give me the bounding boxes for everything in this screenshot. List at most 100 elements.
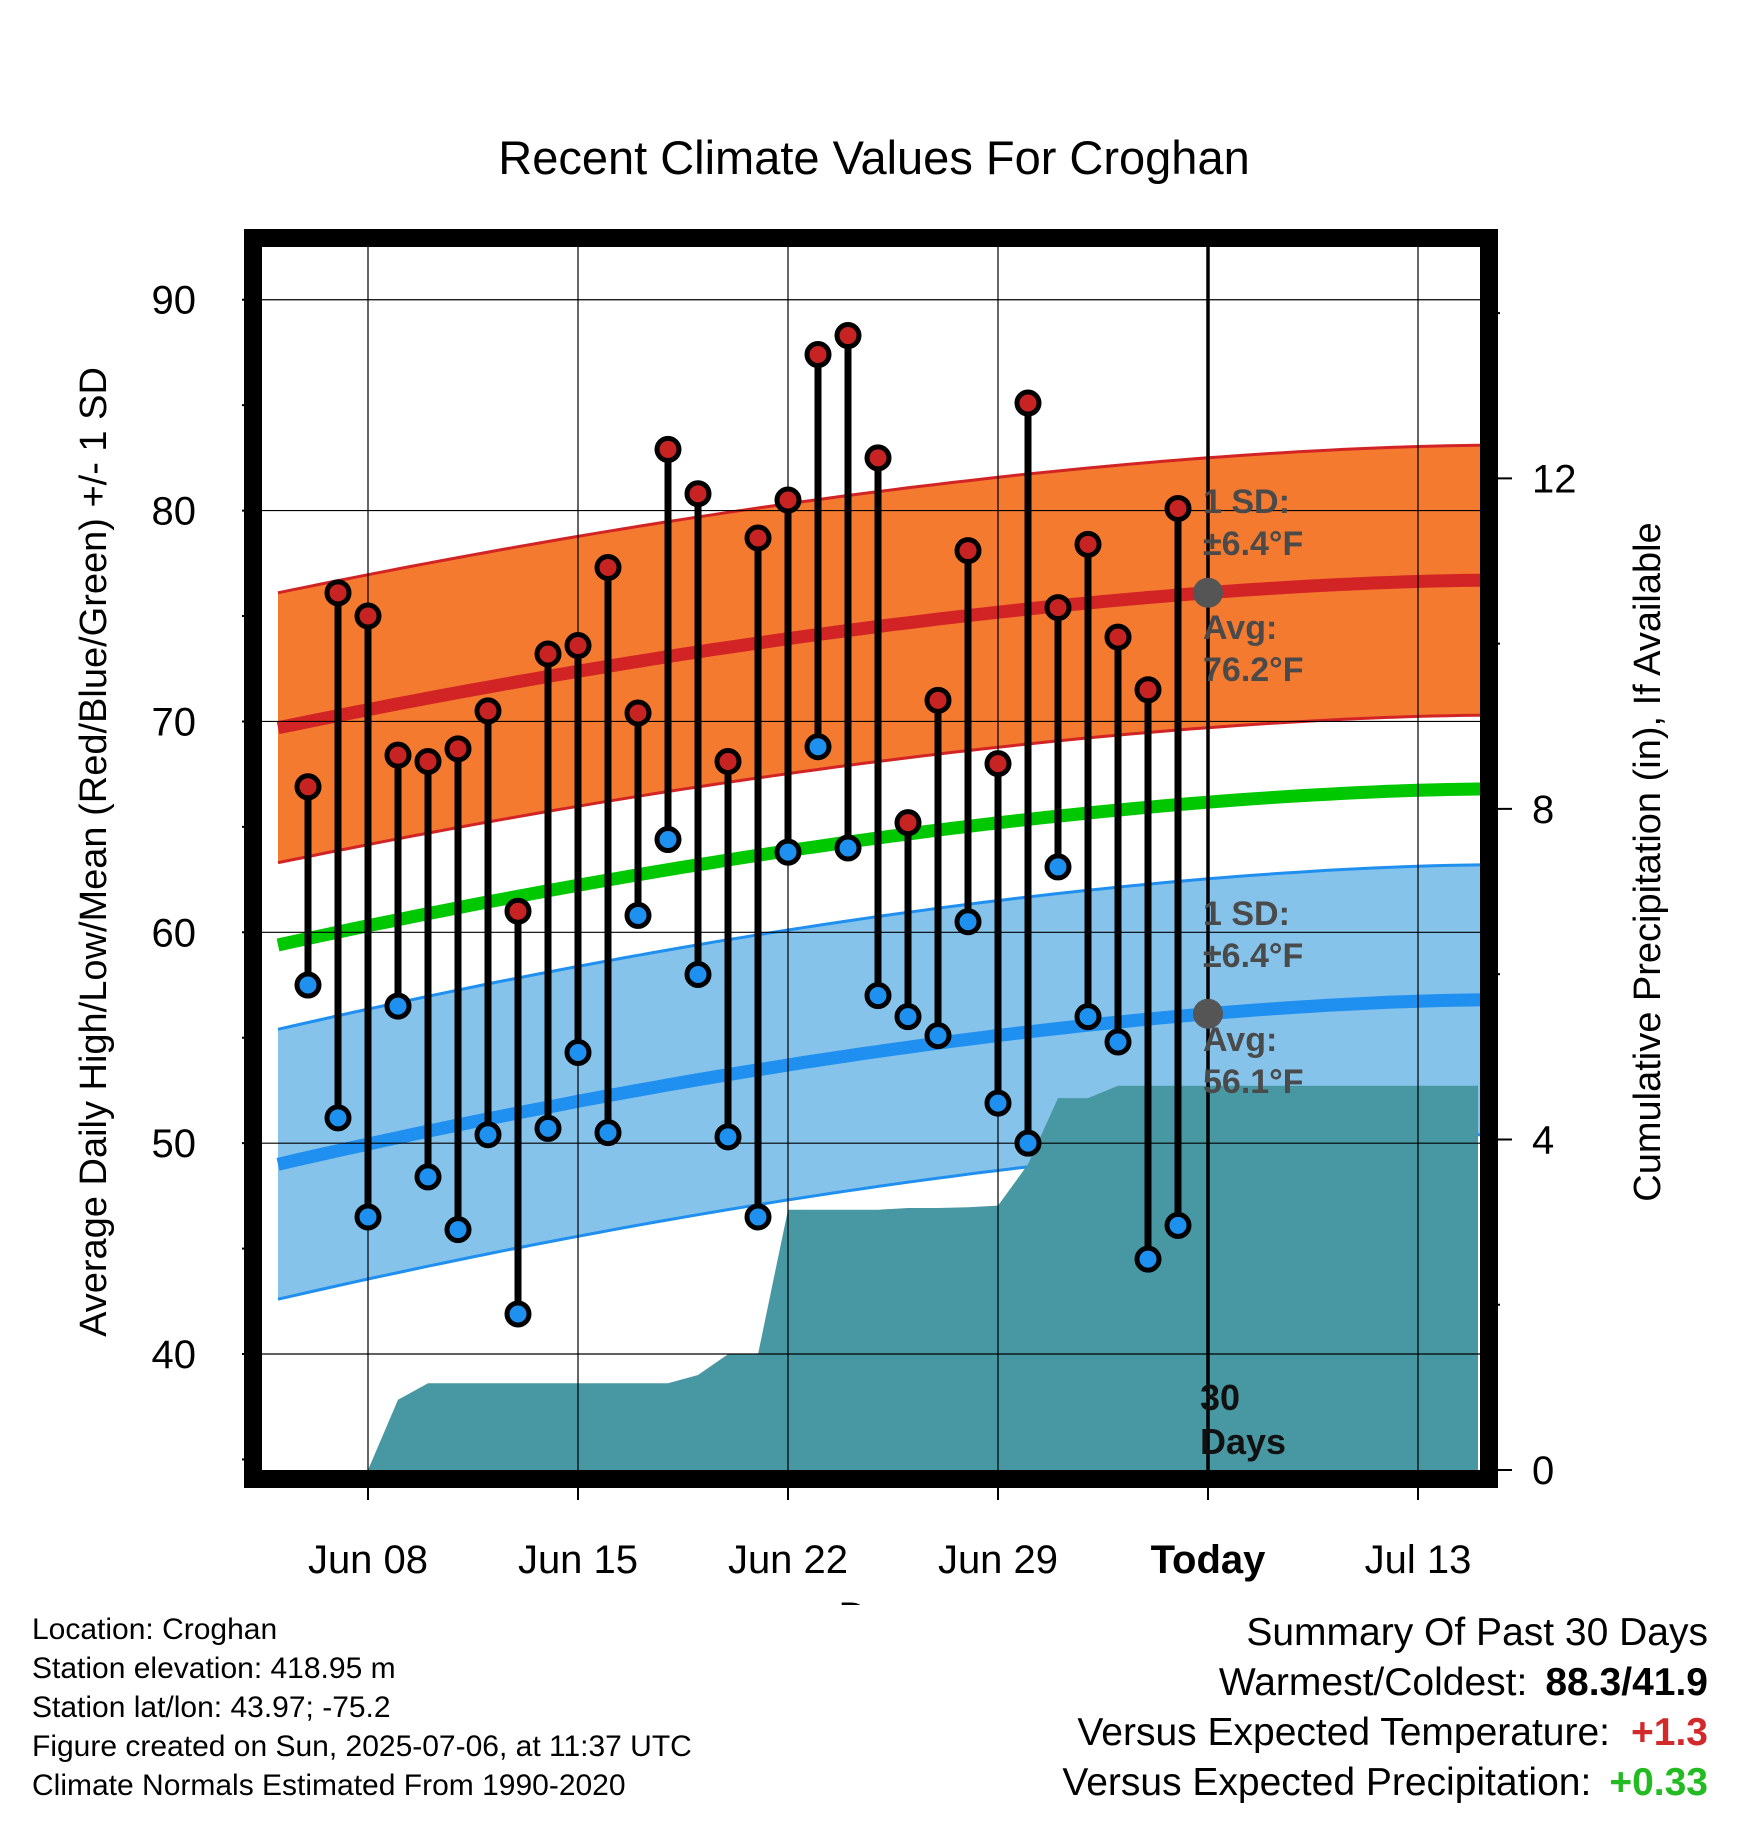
daily-low-point (654, 826, 682, 854)
y-tick-label-right: 0 (1532, 1449, 1554, 1493)
high-avg-label: Avg: (1203, 609, 1277, 647)
daily-high-point (1014, 389, 1042, 417)
days-word: Days (1200, 1421, 1286, 1462)
daily-high-point (924, 686, 952, 714)
created-text: Figure created on Sun, 2025-07-06, at 11… (32, 1730, 692, 1763)
daily-low-point (564, 1038, 592, 1066)
daily-high-point (1104, 623, 1132, 651)
x-tick-label: Jul 13 (1365, 1538, 1472, 1582)
daily-low-point (534, 1114, 562, 1142)
daily-low-point (834, 834, 862, 862)
daily-low-point (354, 1203, 382, 1231)
high-sd-lower-edge (277, 713, 1494, 865)
daily-high-point (1134, 676, 1162, 704)
daily-low-point (384, 992, 412, 1020)
daily-low-point (894, 1003, 922, 1031)
daily-high-point (414, 748, 442, 776)
summary-panel: Summary Of Past 30 Days Warmest/Coldest:… (1062, 1608, 1708, 1808)
y-tick-label-left: 60 (152, 911, 197, 955)
daily-high-point (804, 341, 832, 369)
daily-low-point (1104, 1028, 1132, 1056)
daily-low-point (624, 901, 652, 929)
x-tick-label: Jun 15 (518, 1538, 638, 1582)
x-tick-label: Today (1151, 1538, 1267, 1582)
precip-area (368, 1085, 1478, 1470)
daily-high-point (954, 537, 982, 565)
low-sd-label: 1 SD: (1203, 895, 1290, 933)
y-tick-label-left: 40 (152, 1333, 197, 1377)
daily-low-point (324, 1104, 352, 1132)
precip-vs-expected-label: Versus Expected Precipitation: (1062, 1761, 1592, 1804)
daily-high-point (1164, 494, 1192, 522)
precip-vs-expected-value: +0.33 (1609, 1761, 1708, 1804)
climate-chart: Recent Climate Values For Croghan 405060… (73, 131, 1669, 1605)
low-sd-band (278, 864, 1493, 1300)
daily-high-point (774, 486, 802, 514)
daily-high-point (294, 773, 322, 801)
daily-high-point (324, 579, 352, 607)
y-tick-label-right: 8 (1532, 788, 1554, 832)
low-sd-annotation: 1 SD: ±6.4°F Avg: 56.1°F (1203, 895, 1304, 1101)
summary-title: Summary Of Past 30 Days (1246, 1611, 1708, 1654)
daily-low-point (684, 960, 712, 988)
y-tick-label-left: 70 (152, 700, 197, 744)
daily-low-point (474, 1121, 502, 1149)
daily-low-point (414, 1163, 442, 1191)
elevation-text: Station elevation: 418.95 m (32, 1652, 396, 1685)
daily-high-point (654, 435, 682, 463)
temp-vs-expected-value: +1.3 (1631, 1711, 1708, 1754)
days-annotation: 30 Days (1200, 1377, 1286, 1462)
daily-low-point (864, 982, 892, 1010)
daily-high-point (534, 640, 562, 668)
today-high-marker (1193, 577, 1223, 608)
low-avg-label: Avg: (1203, 1021, 1277, 1059)
temp-vs-expected-row: Versus Expected Temperature: +1.3 (1062, 1708, 1708, 1758)
x-tick-label: Jun 22 (728, 1538, 848, 1582)
x-tick-label: Jun 08 (308, 1538, 428, 1582)
daily-low-point (1164, 1211, 1192, 1239)
daily-low-point (1044, 853, 1072, 881)
daily-high-point (594, 554, 622, 582)
daily-low-point (954, 908, 982, 936)
y-axis-label-left: Average Daily High/Low/Mean (Red/Blue/Gr… (73, 367, 115, 1337)
normal-high-line (276, 573, 1493, 735)
high-sd-band (278, 445, 1493, 863)
daily-low-point (984, 1089, 1012, 1117)
daily-high-point (864, 444, 892, 472)
daily-high-point (564, 632, 592, 660)
daily-high-point (354, 602, 382, 630)
plot-area: 40 50 60 70 80 90 0 4 8 12 Jun 08 Jun 15 Jun 22 Jun 2… (152, 229, 1577, 1582)
normal-low-line (276, 993, 1494, 1171)
x-axis-label: Day (838, 1595, 909, 1605)
y-tick-label-right: 4 (1532, 1118, 1554, 1162)
daily-low-point (294, 971, 322, 999)
daily-high-point (894, 809, 922, 837)
daily-low-point (744, 1203, 772, 1231)
daily-low-point (1074, 1003, 1102, 1031)
daily-high-point (714, 748, 742, 776)
y-tick-label-left: 50 (152, 1122, 197, 1166)
daily-high-point (624, 699, 652, 727)
y-axis-label-right: Cumulative Precipitation (in), If Availa… (1627, 522, 1669, 1201)
y-tick-label-left: 80 (152, 490, 197, 534)
daily-low-point (444, 1216, 472, 1244)
latlon-text: Station lat/lon: 43.97; -75.2 (32, 1691, 391, 1724)
location-text: Location: Croghan (32, 1613, 278, 1646)
daily-low-point (504, 1300, 532, 1328)
warmest-coldest-value: 88.3/41.9 (1545, 1661, 1708, 1704)
high-avg-value: 76.2°F (1203, 651, 1304, 689)
daily-low-point (924, 1022, 952, 1050)
high-sd-upper-edge (277, 443, 1494, 595)
daily-low-point (594, 1119, 622, 1147)
daily-low-point (804, 733, 832, 761)
precip-vs-expected-row: Versus Expected Precipitation: +0.33 (1062, 1758, 1708, 1808)
daily-low-point (774, 838, 802, 866)
low-sd-value: ±6.4°F (1203, 937, 1303, 975)
x-tick-label: Jun 29 (938, 1538, 1058, 1582)
daily-low-point (714, 1123, 742, 1151)
days-count: 30 (1200, 1377, 1240, 1418)
daily-high-point (1044, 594, 1072, 622)
normals-text: Climate Normals Estimated From 1990-2020 (32, 1769, 626, 1802)
daily-high-point (444, 735, 472, 763)
high-sd-value: ±6.4°F (1203, 525, 1303, 563)
